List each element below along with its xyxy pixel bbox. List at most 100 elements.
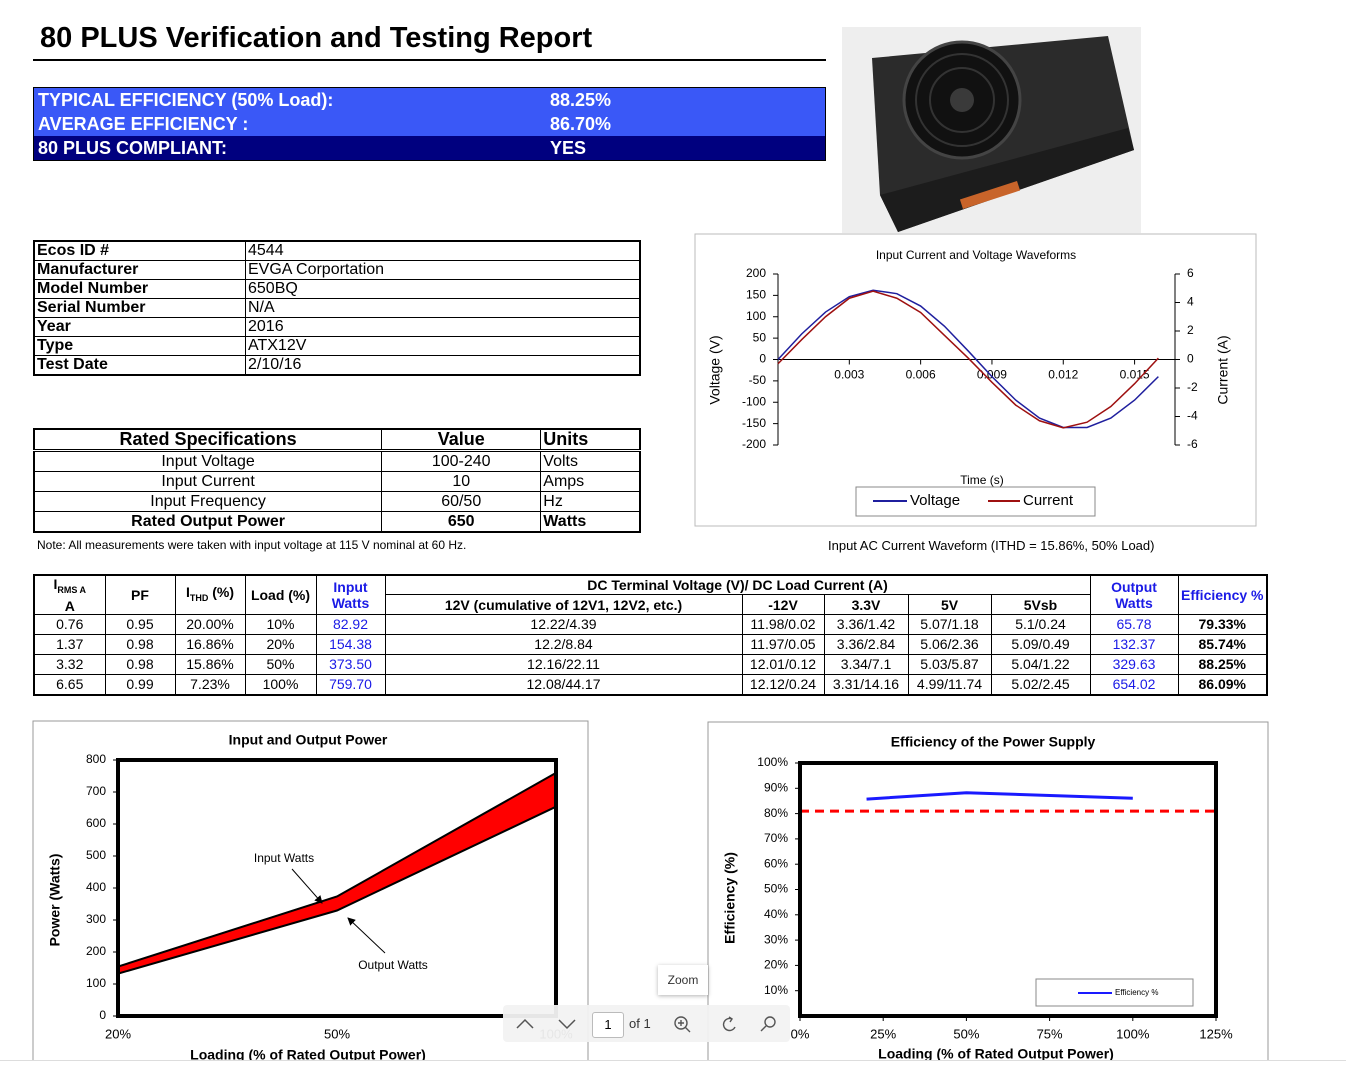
results-cell: 20.00%	[174, 613, 246, 635]
x-tick-label: 0%	[791, 1026, 810, 1041]
info-value: N/A	[245, 298, 641, 318]
x-tick-label: 0.015	[1120, 368, 1150, 382]
results-cell: 50%	[244, 653, 317, 675]
info-label: Manufacturer	[33, 260, 246, 280]
specs-cell: Watts	[540, 511, 641, 533]
results-cell: 86.09%	[1177, 673, 1268, 696]
results-cell: 5.06/2.36	[907, 633, 992, 655]
results-cell: 12.16/22.11	[384, 653, 743, 675]
results-cell: 3.32	[33, 653, 106, 675]
series-line	[777, 290, 1159, 429]
results-cell: 12.12/0.24	[741, 673, 825, 696]
results-cell: 12.22/4.39	[384, 613, 743, 635]
chart-title: Input and Output Power	[229, 732, 388, 748]
specs-cell: Rated Output Power	[33, 511, 383, 533]
waveform-caption: Input AC Current Waveform (ITHD = 15.86%…	[828, 538, 1155, 553]
x-axis-label: Loading (% of Rated Output Power)	[878, 1046, 1114, 1062]
results-row: 1.37 0.98 16.86% 20% 154.38 12.2/8.84 11.97/0.…	[33, 633, 1268, 655]
results-cell: 759.70	[315, 673, 386, 696]
y-tick-label: 200	[86, 944, 106, 958]
results-cell: 85.74%	[1177, 633, 1268, 655]
specs-header: Rated Specifications	[33, 428, 383, 452]
specs-row: Input Current 10 Amps	[33, 471, 641, 492]
header-text: I	[185, 584, 190, 600]
y-tick-label: 500	[86, 848, 106, 862]
header-text: I	[53, 576, 58, 592]
info-value: 650BQ	[245, 279, 641, 299]
y2-tick-label: 0	[1187, 352, 1194, 366]
results-row: 6.65 0.99 7.23% 100% 759.70 12.08/44.17 12.12/…	[33, 673, 1268, 696]
results-cell: 88.25%	[1177, 653, 1268, 675]
y2-tick-label: -4	[1187, 409, 1198, 423]
psu-photo	[842, 27, 1141, 233]
y-axis-label: Voltage (V)	[707, 335, 723, 404]
specs-header: Value	[381, 428, 542, 452]
y-tick-label: 50	[753, 330, 767, 344]
y-tick-label: 10%	[764, 983, 788, 997]
info-label: Test Date	[33, 355, 246, 376]
results-cell: 0.76	[33, 613, 106, 635]
legend-label: Efficiency %	[1115, 988, 1158, 997]
y2-tick-label: 2	[1187, 323, 1194, 337]
y-tick-label: 150	[746, 288, 766, 302]
results-cell: 329.63	[1089, 653, 1179, 675]
info-value: ATX12V	[245, 336, 641, 356]
specs-row: Rated Output Power 650 Watts	[33, 511, 641, 533]
y-tick-label: 50%	[764, 882, 788, 896]
specs-cell: 650	[381, 511, 542, 533]
plot-border	[116, 758, 558, 1018]
results-cell: 15.86%	[174, 653, 246, 675]
search[interactable]	[760, 1016, 776, 1032]
y-tick-label: 100	[746, 309, 766, 323]
y-tick-label: 90%	[764, 780, 788, 794]
y-tick-label: -100	[742, 394, 766, 408]
zoom-in[interactable]	[674, 1016, 691, 1033]
results-cell: 82.92	[315, 613, 386, 635]
x-tick-label: 100%	[1116, 1026, 1150, 1041]
y-tick-label: 200	[746, 266, 766, 280]
results-cell: 1.37	[33, 633, 106, 655]
y-tick-label: 600	[86, 816, 106, 830]
results-cell: 5.03/5.87	[907, 653, 992, 675]
info-label: Type	[33, 336, 246, 356]
header-cell: ITHD (%)	[174, 574, 246, 615]
rotate[interactable]	[722, 1016, 736, 1032]
results-cell: 12.2/8.84	[384, 633, 743, 655]
annotation: Output Watts	[358, 958, 428, 972]
y2-tick-label: -2	[1187, 380, 1198, 394]
header-cell: Load (%)	[244, 574, 317, 615]
results-cell: 65.78	[1089, 613, 1179, 635]
prev-page[interactable]	[516, 1018, 534, 1029]
y-tick-label: 0	[99, 1008, 106, 1022]
y-tick-label: 100%	[757, 755, 788, 769]
y-tick-label: -200	[742, 437, 766, 451]
header-cell: Input Watts	[315, 574, 386, 615]
results-cell: 16.86%	[174, 633, 246, 655]
annotation-arrow	[347, 917, 386, 954]
results-cell: 10%	[244, 613, 317, 635]
specs-cell: 100-240	[381, 450, 542, 472]
y-tick-label: -150	[742, 416, 766, 430]
results-cell: 0.98	[104, 653, 176, 675]
summary-block: TYPICAL EFFICIENCY (50% Load): 88.25% AVER…	[33, 87, 826, 161]
results-cell: 12.01/0.12	[741, 653, 825, 675]
results-row: 3.32 0.98 15.86% 50% 373.50 12.16/22.11 12.01/…	[33, 653, 1268, 675]
header-text: (%)	[208, 584, 235, 600]
page-input[interactable]: 1	[592, 1012, 624, 1038]
results-cell: 3.36/2.84	[823, 633, 909, 655]
summary-label: AVERAGE EFFICIENCY :	[38, 114, 249, 134]
info-value: 4544	[245, 240, 641, 261]
title-rule	[33, 59, 826, 61]
x-tick-label: 0.006	[906, 368, 936, 382]
info-value: 2016	[245, 317, 641, 337]
specs-cell: Volts	[540, 450, 641, 472]
legend-box	[1035, 978, 1194, 1007]
results-row: 0.76 0.95 20.00% 10% 82.92 12.22/4.39 11.98/0.…	[33, 613, 1268, 635]
info-row: Type ATX12V	[33, 336, 641, 356]
next-page[interactable]	[558, 1019, 576, 1030]
results-cell: 5.07/1.18	[907, 613, 992, 635]
info-label: Model Number	[33, 279, 246, 299]
